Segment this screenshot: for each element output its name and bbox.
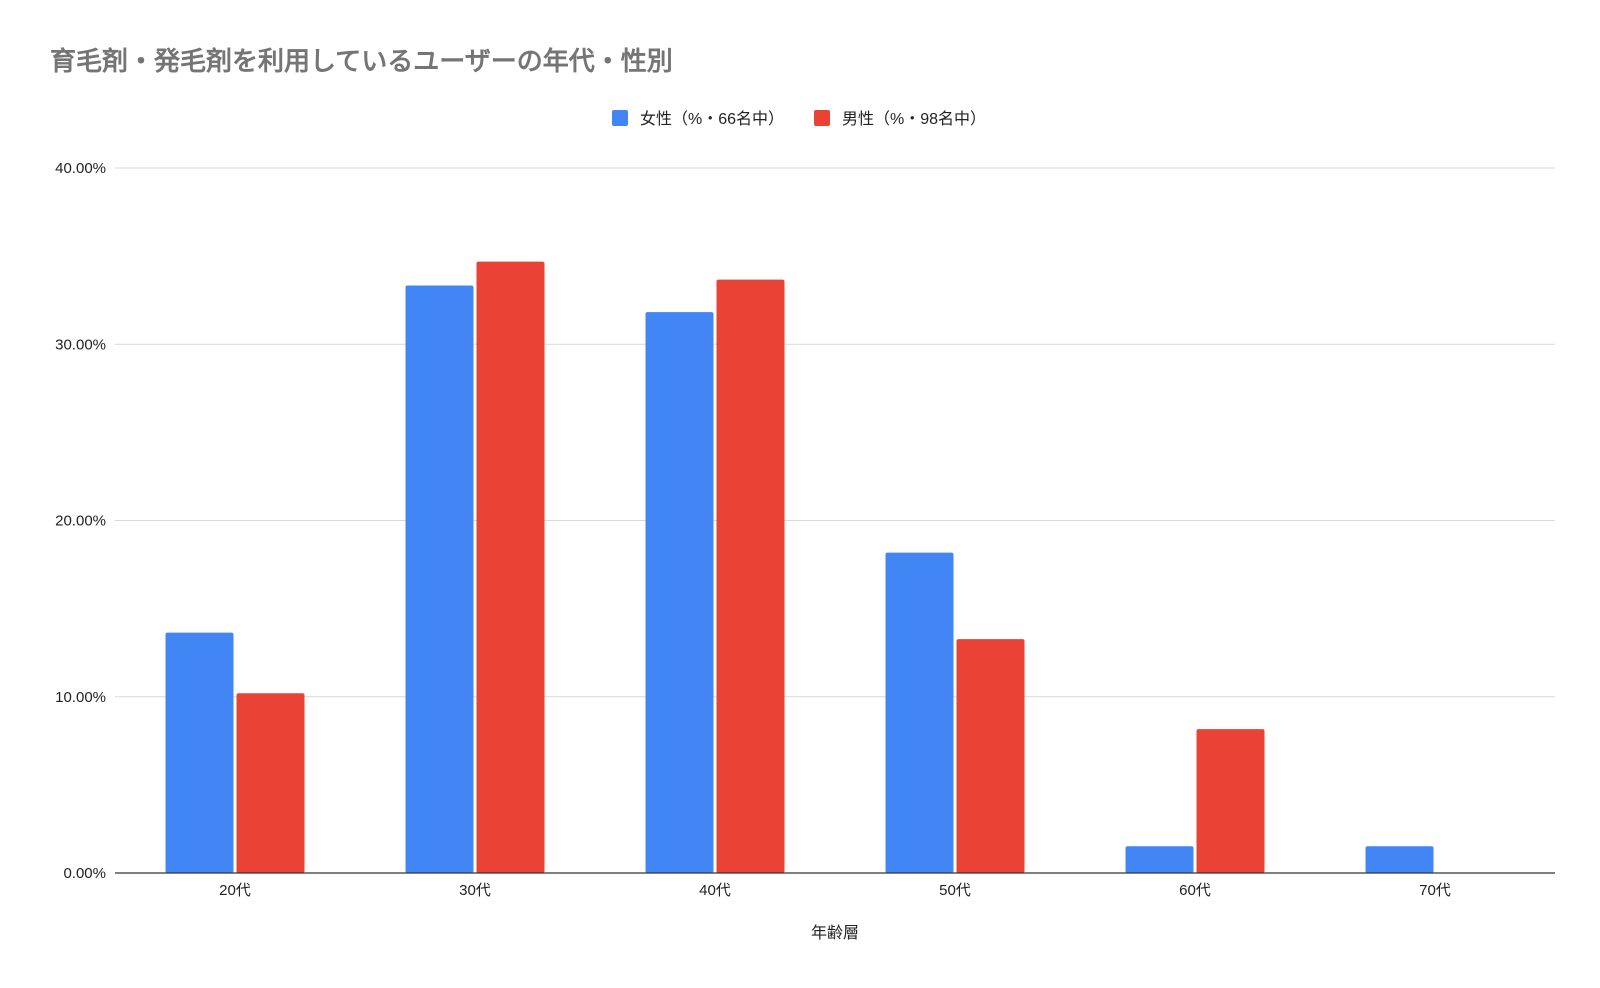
bar-male-4: 男性（%・98名中） 60代: 8.16% [1196, 729, 1265, 873]
bar-female-0: 女性（%・66名中） 20代: 13.64% [165, 632, 234, 873]
legend-swatch-male [814, 110, 830, 126]
x-tick-label: 50代 [939, 882, 971, 899]
x-tick-label: 60代 [1179, 882, 1211, 899]
y-tick-label: 40.00% [55, 160, 106, 177]
y-tick-label: 0.00% [63, 865, 106, 882]
bar-female-5: 女性（%・66名中） 70代: 1.52% [1365, 846, 1434, 873]
x-axis-tick-labels: 20代 30代 40代 50代 60代 70代 [219, 882, 1451, 899]
chart-title: 育毛剤・発毛剤を利用しているユーザーの年代・性別 [50, 46, 673, 76]
y-tick-label: 30.00% [55, 336, 106, 353]
x-tick-label: 40代 [699, 882, 731, 899]
bar-male-1: 男性（%・98名中） 30代: 34.69% [476, 261, 545, 873]
gridlines [115, 167, 1555, 698]
x-tick-label: 70代 [1419, 882, 1451, 899]
legend-swatch-female [612, 110, 628, 126]
bar-female-1: 女性（%・66名中） 30代: 33.33% [405, 285, 474, 874]
x-tick-label: 20代 [219, 882, 251, 899]
bars: 女性（%・66名中） 20代: 13.64%男性（%・98名中） 20代: 10… [165, 261, 1434, 874]
bar-female-3: 女性（%・66名中） 50代: 18.18% [885, 552, 954, 873]
legend-label-female: 女性（%・66名中） [640, 109, 784, 128]
bar-female-4: 女性（%・66名中） 60代: 1.52% [1125, 846, 1194, 873]
y-axis-tick-labels: 0.00% 10.00% 20.00% 30.00% 40.00% [55, 160, 106, 882]
bar-male-2: 男性（%・98名中） 40代: 33.67% [716, 279, 785, 873]
legend-label-male: 男性（%・98名中） [842, 110, 986, 128]
x-axis-title: 年齢層 [811, 924, 859, 942]
x-tick-label: 30代 [459, 882, 491, 899]
bar-female-2: 女性（%・66名中） 40代: 31.82% [645, 312, 714, 873]
y-tick-label: 20.00% [55, 513, 106, 530]
bar-male-0: 男性（%・98名中） 20代: 10.2% [236, 693, 305, 873]
y-tick-label: 10.00% [55, 689, 106, 706]
bar-male-3: 男性（%・98名中） 50代: 13.27% [956, 639, 1025, 873]
legend: 女性（%・66名中） 男性（%・98名中） [612, 109, 986, 128]
